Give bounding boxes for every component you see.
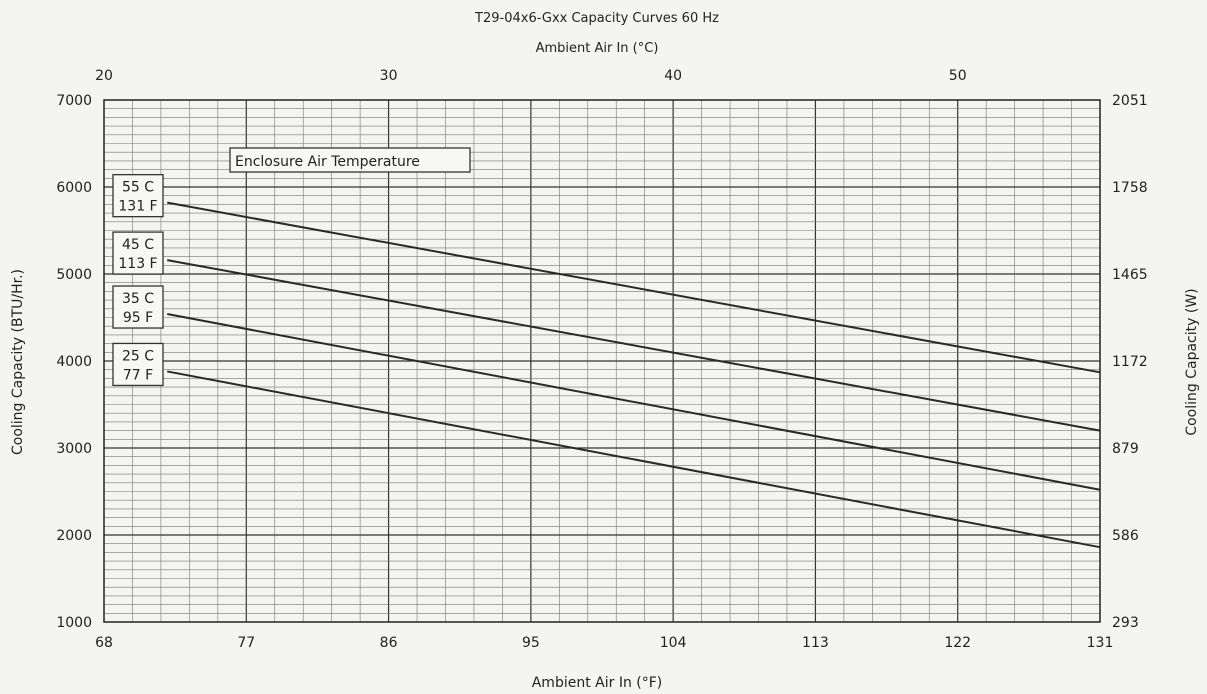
- series-label-text: 55 C: [122, 180, 154, 196]
- series-label-frame: [112, 342, 164, 387]
- x-tick-label: 131: [1087, 635, 1114, 651]
- y-tick-label: 3000: [56, 441, 92, 457]
- top-x-tick-label: 20: [95, 68, 113, 84]
- series-label-box-2: 35 C 95 F: [112, 285, 164, 329]
- series-lines: [167, 201, 1101, 549]
- y-axis-label: Cooling Capacity (BTU/Hr.): [10, 269, 26, 455]
- tick-labels: 68 77 86 95 104 113 122 131 1000 2000 3000 4000 5000…: [56, 68, 1147, 651]
- right-y-tick-label: 1465: [1112, 267, 1148, 283]
- series-line-2: [167, 313, 1101, 491]
- legend-title-box: Enclosure Air Temperature: [229, 147, 471, 173]
- top-x-tick-label: 50: [949, 68, 967, 84]
- top-x-tick-label: 30: [380, 68, 398, 84]
- x-tick-label: 113: [802, 635, 829, 651]
- series-label-text: 113 F: [118, 256, 157, 272]
- x-tick-label: 77: [237, 635, 255, 651]
- series-label-box-1: 45 C 113 F: [112, 231, 164, 275]
- right-y-tick-label: 586: [1112, 528, 1139, 544]
- series-line-1: [167, 259, 1101, 432]
- series-label-text: 95 F: [123, 310, 153, 326]
- x-axis-label: Ambient Air In (°F): [532, 675, 663, 691]
- x-tick-label: 86: [380, 635, 398, 651]
- y-tick-label: 2000: [56, 528, 92, 544]
- y-tick-label: 1000: [56, 615, 92, 631]
- series-label-frame: [112, 231, 164, 275]
- legend-title: Enclosure Air Temperature: [235, 154, 420, 170]
- series-label-text: 35 C: [122, 291, 154, 307]
- x-tick-label: 68: [95, 635, 113, 651]
- x-tick-label: 104: [660, 635, 687, 651]
- right-y-tick-label: 879: [1112, 441, 1139, 457]
- y-tick-label: 7000: [56, 93, 92, 109]
- series-labels: 55 C 131 F 45 C 113 F 35 C 95 F 25 C 77 F: [112, 174, 164, 387]
- chart-title: T29-04x6-Gxx Capacity Curves 60 Hz: [474, 11, 719, 26]
- series-label-frame: [112, 285, 164, 329]
- top-x-tick-label: 40: [664, 68, 682, 84]
- series-label-frame: [112, 174, 164, 218]
- right-y-tick-label: 1758: [1112, 180, 1148, 196]
- series-label-text: 77 F: [123, 367, 153, 383]
- x-tick-label: 122: [944, 635, 971, 651]
- series-line-3: [167, 370, 1101, 549]
- right-y-axis-label: Cooling Capacity (W): [1184, 288, 1200, 435]
- grid: [104, 100, 1100, 622]
- series-label-text: 45 C: [122, 237, 154, 253]
- right-y-tick-label: 2051: [1112, 93, 1148, 109]
- x-tick-label: 95: [522, 635, 540, 651]
- y-tick-label: 6000: [56, 180, 92, 196]
- series-label-text: 131 F: [118, 199, 157, 215]
- series-label-text: 25 C: [122, 348, 154, 364]
- y-tick-label: 5000: [56, 267, 92, 283]
- series-label-box-3: 25 C 77 F: [112, 342, 164, 387]
- right-y-tick-label: 293: [1112, 615, 1139, 631]
- series-line-0: [167, 201, 1101, 374]
- plot-frame: [103, 99, 1101, 623]
- series-label-box-0: 55 C 131 F: [112, 174, 164, 218]
- top-x-axis-label: Ambient Air In (°C): [536, 41, 659, 56]
- right-y-tick-label: 1172: [1112, 354, 1148, 370]
- y-tick-label: 4000: [56, 354, 92, 370]
